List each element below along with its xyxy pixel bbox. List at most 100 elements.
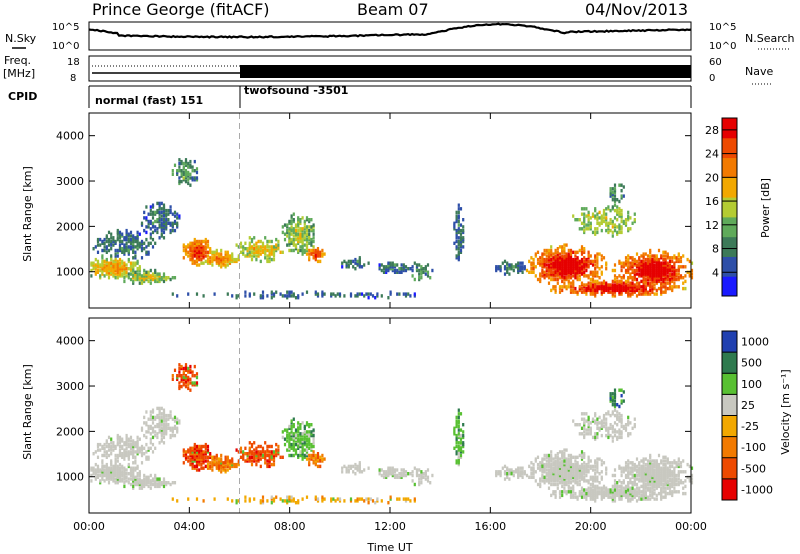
power-cell [616, 286, 619, 291]
power-cell [598, 285, 601, 289]
power-cell [638, 272, 641, 276]
velocity-cell [248, 457, 251, 461]
power-cell [162, 223, 166, 227]
power-cell [609, 208, 612, 213]
power-cell [583, 267, 586, 271]
power-cell [105, 250, 108, 254]
velocity-cell [569, 453, 573, 458]
freq-tick-top: 18 [67, 57, 80, 68]
velocity-cell [563, 452, 566, 456]
power-cell [162, 214, 166, 218]
velocity-cell [605, 421, 608, 425]
velocity-cell [101, 446, 104, 450]
velocity-cell [517, 466, 520, 470]
velocity-cell [101, 464, 104, 469]
velocity-cell [662, 470, 665, 474]
velocity-cell [657, 453, 661, 458]
power-cell [539, 256, 542, 260]
power-cell [193, 248, 196, 253]
velocity-cell [618, 430, 621, 434]
velocity-cell [616, 435, 619, 440]
velocity-cell [580, 432, 584, 436]
power-cell [312, 228, 315, 233]
power-cell [125, 274, 128, 278]
velocity-cell [356, 497, 359, 501]
power-cell [602, 256, 606, 260]
velocity-cell [594, 490, 597, 494]
power-cell [200, 252, 203, 256]
power-cell [567, 263, 570, 267]
power-cell [583, 272, 586, 276]
power-cell [600, 285, 603, 289]
velocity-cell [206, 459, 210, 463]
power-cell [178, 181, 181, 186]
power-cell [158, 219, 161, 224]
velocity-cell [281, 435, 284, 440]
power-cell [129, 267, 133, 271]
velocity-cell [261, 450, 265, 454]
power-cell [129, 241, 133, 245]
power-cell [151, 237, 155, 242]
power-cell [297, 228, 300, 233]
velocity-cell [607, 490, 610, 494]
power-cell [297, 216, 300, 220]
velocity-cell [561, 453, 564, 458]
velocity-cell [580, 472, 584, 476]
velocity-cell [686, 475, 689, 479]
velocity-cell [565, 472, 568, 476]
velocity-cell [459, 412, 463, 416]
power-cell [688, 274, 691, 278]
velocity-cell [182, 450, 185, 454]
velocity-cell [620, 486, 623, 490]
power-cell [668, 256, 672, 260]
power-cell [110, 256, 113, 260]
velocity-cell [677, 481, 680, 485]
power-cell [563, 265, 566, 269]
power-cell [616, 212, 619, 216]
velocity-cell [611, 426, 614, 430]
velocity-cell [563, 461, 566, 465]
velocity-cell [673, 486, 676, 490]
power-cell [633, 276, 636, 280]
velocity-cell [662, 459, 665, 463]
power-cell [664, 265, 667, 269]
velocity-cell [132, 452, 135, 456]
velocity-cell [107, 472, 111, 476]
velocity-cell [552, 468, 555, 472]
power-cell [154, 241, 157, 245]
power-colorbar-swatch [722, 216, 737, 238]
power-cell [587, 223, 590, 227]
velocity-cell [178, 384, 181, 389]
velocity-cell [587, 461, 590, 465]
velocity-cell [129, 477, 133, 481]
power-cell [220, 257, 223, 262]
power-cell [145, 237, 148, 242]
velocity-cell [629, 479, 632, 483]
velocity-cell [629, 477, 632, 481]
velocity-cell [545, 455, 548, 459]
velocity-cell [567, 490, 570, 494]
velocity-cell [123, 477, 126, 481]
velocity-cell [96, 468, 100, 472]
velocity-cell [288, 435, 291, 440]
velocity-cell [114, 461, 117, 465]
power-cell [387, 263, 390, 267]
power-cell [138, 272, 141, 276]
power-cell [187, 181, 190, 186]
power-cell [572, 281, 575, 285]
power-cell [572, 265, 575, 269]
power-cell [646, 268, 650, 273]
power-cell [132, 267, 135, 271]
velocity-cell [589, 477, 592, 481]
power-cell [545, 248, 548, 253]
power-cell [638, 263, 641, 267]
velocity-cell [622, 399, 625, 403]
power-cell [521, 267, 524, 271]
power-cell [127, 245, 130, 249]
velocity-cell [222, 466, 225, 470]
velocity-cell [569, 490, 573, 494]
velocity-cell [193, 448, 196, 452]
velocity-cell [594, 479, 597, 483]
velocity-cell [391, 466, 394, 470]
power-cell [649, 292, 652, 296]
